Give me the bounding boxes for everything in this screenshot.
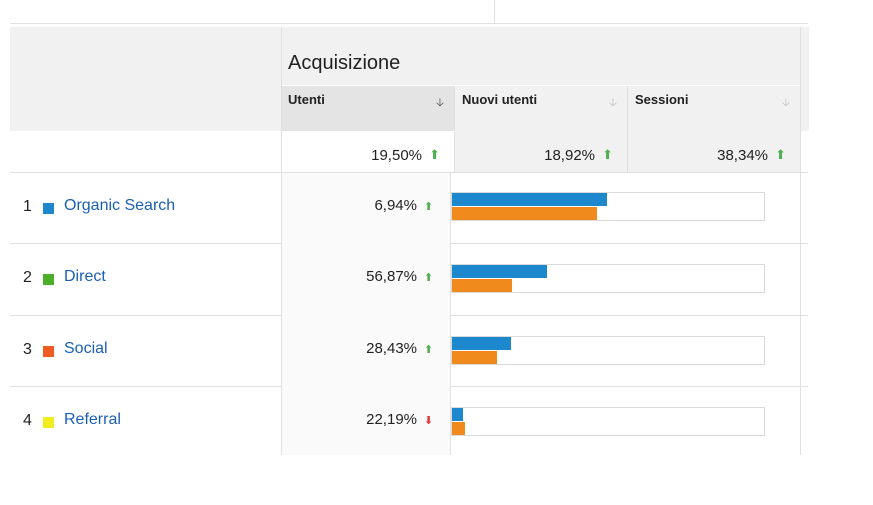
channel-link[interactable]: Organic Search: [64, 197, 176, 214]
total-nuovi-utenti: 18,92% ⬆: [455, 131, 627, 172]
table-row[interactable]: 1 Organic Search 6,94% ⬆: [10, 173, 800, 243]
up-arrow-icon: ⬆: [602, 147, 613, 162]
top-border: [10, 23, 808, 24]
total-value: 18,92%: [544, 147, 595, 164]
header-next-column-clipped: [801, 27, 809, 131]
metric-column-band: [282, 173, 450, 455]
channel-link[interactable]: Referral: [64, 411, 121, 428]
header-column-nuovi-utenti[interactable]: Nuovi utenti 🡣: [455, 86, 627, 131]
totals-blank: [10, 131, 281, 172]
up-arrow-icon: ⬆: [424, 344, 434, 356]
channel-color-swatch: [43, 274, 54, 285]
bar-blue: [452, 193, 607, 206]
grid-line: [450, 172, 451, 455]
grid-line: [800, 27, 801, 455]
table-row[interactable]: 2 Direct 56,87% ⬆: [10, 244, 800, 315]
up-arrow-icon: ⬆: [424, 201, 434, 213]
bar-orange: [452, 422, 465, 435]
bar-container: [451, 407, 765, 436]
column-label-nuovi-utenti: Nuovi utenti: [462, 92, 538, 107]
total-sessioni: 38,34% ⬆: [628, 131, 800, 172]
bar-blue: [452, 408, 463, 421]
total-value: 19,50%: [371, 147, 422, 164]
row-number: 3: [23, 341, 32, 358]
header-column-sessioni[interactable]: Sessioni 🡣: [628, 86, 800, 131]
up-arrow-icon: ⬆: [775, 147, 786, 162]
table-row[interactable]: 4 Referral 22,19% ⬇: [10, 387, 800, 455]
row-number: 4: [23, 412, 32, 429]
bar-blue: [452, 265, 547, 278]
channel-color-swatch: [43, 346, 54, 357]
total-value: 38,34%: [717, 147, 768, 164]
grid-line: [627, 86, 628, 172]
header-group-bg: [281, 27, 801, 85]
channel-color-swatch: [43, 203, 54, 214]
bar-container: [451, 192, 765, 221]
grid-line: [454, 86, 455, 172]
sort-down-icon[interactable]: 🡣: [609, 97, 617, 109]
row-percent: 6,94%: [374, 197, 417, 214]
bar-container: [451, 336, 765, 365]
top-divider: [494, 0, 495, 23]
grid-line: [10, 172, 808, 173]
bar-orange: [452, 207, 597, 220]
table-row[interactable]: 3 Social 28,43% ⬆: [10, 316, 800, 386]
column-label-sessioni: Sessioni: [635, 92, 689, 107]
bar-orange: [452, 279, 512, 292]
up-arrow-icon: ⬆: [424, 272, 434, 284]
row-number: 1: [23, 198, 32, 215]
header-left-blank: [10, 27, 281, 131]
grid-line: [281, 27, 282, 455]
sort-down-icon[interactable]: 🡣: [436, 97, 444, 109]
group-title: Acquisizione: [288, 52, 401, 74]
channel-color-swatch: [43, 417, 54, 428]
row-percent: 56,87%: [366, 268, 417, 285]
bar-orange: [452, 351, 497, 364]
bar-blue: [452, 337, 511, 350]
total-utenti: 19,50% ⬆: [281, 131, 454, 172]
bar-container: [451, 264, 765, 293]
up-arrow-icon: ⬆: [429, 147, 440, 162]
down-arrow-icon: ⬇: [424, 415, 434, 427]
row-percent: 22,19%: [366, 411, 417, 428]
row-percent: 28,43%: [366, 340, 417, 357]
channel-link[interactable]: Direct: [64, 268, 106, 285]
sort-down-icon[interactable]: 🡣: [782, 97, 790, 109]
header-column-utenti[interactable]: Utenti 🡣: [281, 86, 454, 131]
row-number: 2: [23, 269, 32, 286]
column-label-utenti: Utenti: [288, 92, 325, 107]
channel-link[interactable]: Social: [64, 340, 108, 357]
